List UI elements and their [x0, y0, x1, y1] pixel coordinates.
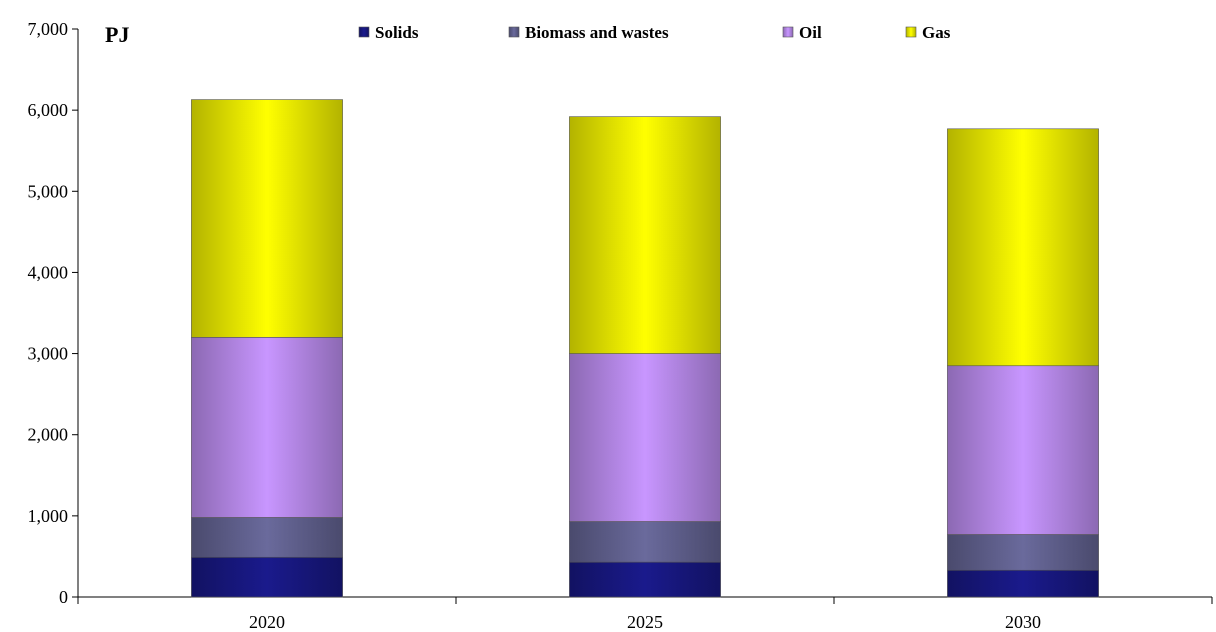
unit-label: PJ: [105, 22, 129, 47]
x-tick-label: 2025: [627, 612, 663, 632]
x-tick-label: 2030: [1005, 612, 1041, 632]
bar-segment-oil-2025: [569, 353, 721, 522]
y-tick-label: 5,000: [28, 181, 69, 201]
bar-segment-biomass-and-wastes-2030: [947, 534, 1099, 571]
bar-segment-oil-2020: [191, 337, 343, 518]
legend-label: Gas: [922, 23, 951, 42]
legend-swatch: [358, 26, 370, 38]
legend-swatch: [508, 26, 520, 38]
bars: [191, 99, 1099, 598]
bar-segment-oil-2030: [947, 365, 1099, 535]
legend-swatch: [782, 26, 794, 38]
y-tick-label: 0: [59, 587, 68, 607]
bar-segment-solids-2025: [569, 561, 721, 598]
bar-segment-solids-2020: [191, 556, 343, 598]
y-axis: 0 1,000 2,000 3,000 4,000 5,000 6,000 7,000: [28, 19, 79, 607]
legend-label: Biomass and wastes: [525, 23, 669, 42]
legend-label: Oil: [799, 23, 822, 42]
bar-segment-biomass-and-wastes-2025: [569, 521, 721, 563]
x-axis: 2020 2025 2030: [77, 596, 1213, 632]
y-tick-label: 6,000: [28, 100, 69, 120]
bar-segment-gas-2025: [569, 116, 721, 354]
bar-segment-biomass-and-wastes-2020: [191, 517, 343, 558]
y-tick-label: 1,000: [28, 506, 69, 526]
y-tick-label: 3,000: [28, 344, 69, 364]
legend-label: Solids: [375, 23, 419, 42]
bar-segment-gas-2030: [947, 128, 1099, 367]
legend: Solids Biomass and wastes Oil Gas: [358, 23, 951, 42]
legend-swatch: [905, 26, 917, 38]
y-tick-label: 2,000: [28, 425, 69, 445]
y-tick-label: 4,000: [28, 262, 69, 282]
bar-segment-solids-2030: [947, 569, 1099, 598]
x-tick-label: 2020: [249, 612, 285, 632]
bar-segment-gas-2020: [191, 99, 343, 338]
y-tick-label: 7,000: [28, 19, 69, 39]
